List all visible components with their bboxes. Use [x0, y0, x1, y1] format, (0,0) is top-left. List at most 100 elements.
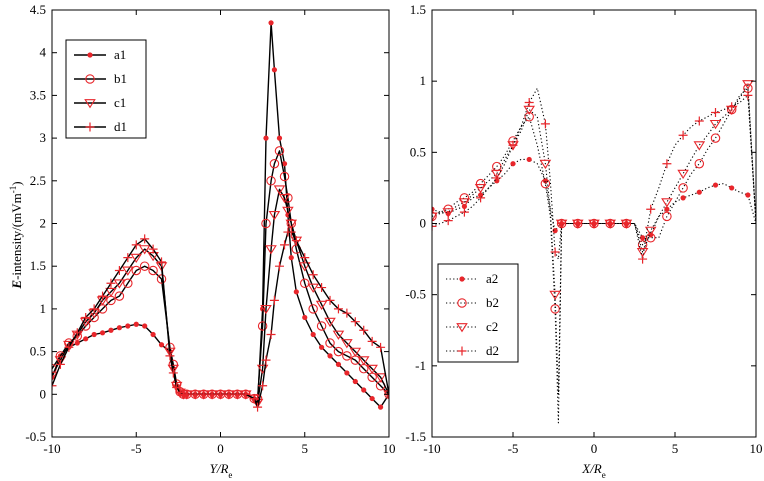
left-y-axis-title-rest: -intensity/(mVm — [9, 193, 24, 280]
right-legend-marker-c2 — [456, 323, 468, 333]
left-y-tick-label-9: 4 — [40, 45, 47, 60]
right-d2-point-40 — [727, 102, 737, 112]
left-c1-point-44 — [349, 347, 362, 357]
left-y-tick-label-6: 2.5 — [30, 173, 46, 188]
left-a1-point-7 — [108, 327, 114, 333]
left-d1-point-32 — [269, 295, 279, 305]
right-d2-point-18 — [557, 219, 567, 228]
left-b1-point-11 — [139, 261, 150, 271]
left-c1-point-0 — [52, 371, 58, 381]
right-b2-point-36 — [694, 158, 705, 169]
left-b1-point-42 — [333, 346, 344, 357]
right-d2-point-22 — [589, 219, 599, 228]
left-x-axis-title-sub: e — [228, 470, 232, 480]
right-c2-point-38 — [709, 119, 722, 130]
left-d1-point-19 — [182, 389, 192, 399]
right-legend: a2 b2 c2 d2 — [437, 263, 519, 363]
left-c1-point-38 — [298, 262, 311, 272]
left-c1-point-41 — [324, 317, 336, 328]
left-d1-point-3 — [72, 328, 82, 338]
right-d2-point-12 — [524, 98, 534, 108]
left-a1-point-30 — [263, 135, 269, 141]
right-x-axis-title-mid: /R — [589, 461, 602, 476]
left-a1-point-6 — [99, 330, 106, 336]
left-b1-point-34 — [279, 171, 290, 182]
left-a1-point-31 — [268, 20, 274, 26]
left-legend-label-a1: a1 — [114, 47, 126, 62]
right-d2-point-36 — [694, 116, 704, 126]
left-d1-point-11 — [140, 234, 150, 244]
left-b1-point-31 — [266, 176, 276, 186]
left-a1-point-4 — [83, 336, 89, 342]
left-d1-point-7 — [106, 278, 116, 288]
right-y-tick-label-2: -0.5 — [405, 287, 426, 302]
right-d2-point-24 — [605, 219, 615, 228]
right-d2-point-4 — [459, 207, 469, 217]
left-d1-point-40 — [317, 283, 327, 293]
left-d1-point-37 — [291, 236, 301, 246]
left-legend-label-c1: c1 — [114, 95, 126, 110]
right-a2-point-36 — [696, 189, 702, 195]
right-b2-point-12 — [524, 112, 534, 122]
right-d2-point-14 — [540, 119, 550, 129]
left-d1-point-9 — [123, 253, 133, 263]
left-d1-point-33 — [274, 261, 284, 271]
right-x-tick-label-0: -10 — [423, 441, 440, 456]
right-c2-point-14 — [539, 159, 552, 170]
right-d2-point-20 — [573, 219, 583, 228]
right-c2-point-32 — [661, 198, 673, 208]
right-b2-point-32 — [662, 211, 672, 222]
left-a1-point-46 — [369, 395, 375, 402]
left-a1-point-12 — [150, 331, 156, 338]
left-d1-point-10 — [131, 240, 141, 250]
left-d1-point-29 — [258, 381, 268, 391]
left-d1-point-1 — [55, 359, 65, 369]
left-y-tick-label-2: 0.5 — [30, 344, 46, 359]
left-a1-point-8 — [116, 325, 122, 331]
left-b1-point-10 — [131, 265, 142, 276]
left-d1-point-26 — [241, 389, 251, 399]
left-series-d1-line — [52, 231, 389, 408]
right-d2-point-0 — [432, 221, 437, 231]
right-a2-point-32 — [664, 206, 670, 212]
left-c1-point-28 — [251, 398, 264, 409]
right-series-b2-line — [432, 87, 756, 424]
right-b2-point-34 — [678, 183, 688, 193]
right-x-tick-label-4: 10 — [750, 441, 763, 456]
left-a1-point-13 — [158, 342, 165, 348]
right-b2-point-38 — [710, 133, 721, 143]
left-d1-point-44 — [350, 317, 360, 327]
left-x-tick-label-4: 10 — [383, 441, 396, 456]
left-b1-point-40 — [316, 321, 327, 331]
left-a1-point-9 — [125, 323, 131, 329]
left-a1-point-37 — [293, 289, 299, 295]
right-a2-point-42 — [745, 192, 751, 198]
left-a1-point-44 — [352, 378, 358, 385]
left-y-tick-label-8: 3.5 — [30, 87, 46, 102]
left-c1-point-45 — [357, 356, 370, 366]
left-c1-point-36 — [285, 219, 298, 229]
left-y-tick-label-7: 3 — [40, 130, 47, 145]
right-x-tick-label-1: -5 — [508, 441, 519, 456]
right-d2-point-6 — [476, 193, 486, 203]
right-x-tick-label-3: 5 — [672, 441, 679, 456]
left-b1-point-38 — [299, 278, 310, 289]
left-b1-point-43 — [342, 351, 352, 361]
left-x-tick-label-2: 0 — [217, 441, 224, 456]
right-a2-point-38 — [712, 182, 719, 188]
left-d1-point-8 — [114, 265, 124, 275]
left-d1-point-31 — [266, 330, 276, 340]
left-legend-label-b1: b1 — [114, 71, 127, 86]
right-a2-point-40 — [729, 185, 735, 191]
left-c1-point-42 — [332, 330, 345, 340]
left-legend-label-d1: d1 — [114, 119, 127, 134]
left-y-tick-label-5: 2 — [40, 216, 47, 231]
left-c1-point-31 — [265, 245, 277, 255]
right-a2-point-0 — [432, 206, 435, 212]
right-c2-point-34 — [677, 169, 689, 180]
right-a2-point-34 — [680, 195, 686, 201]
right-legend-label-c2: c2 — [486, 319, 498, 334]
left-a1-point-38 — [302, 314, 308, 321]
right-b2-point-30 — [645, 232, 656, 243]
left-x-axis-title-main: Y — [210, 461, 219, 476]
